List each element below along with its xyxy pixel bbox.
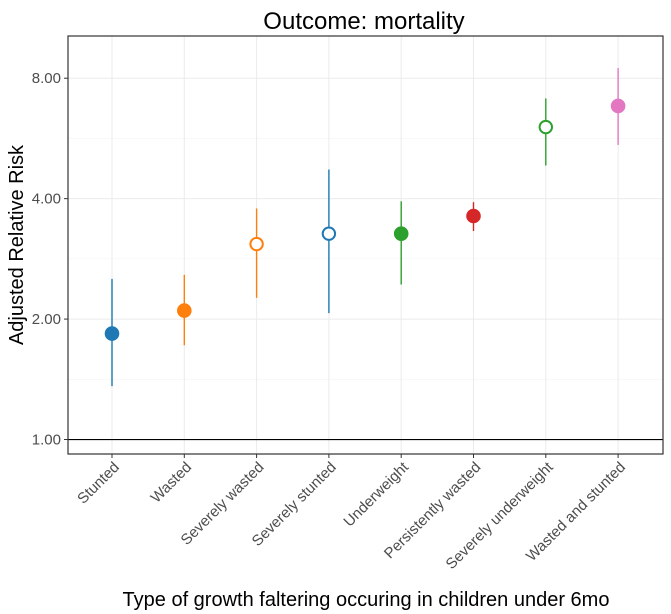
chart-marks	[104, 68, 626, 387]
y-tick-label: 8.00	[32, 70, 61, 87]
point-marker	[610, 98, 626, 114]
x-tick-label: Wasted	[148, 459, 196, 507]
y-tick-label: 1.00	[32, 432, 61, 449]
point-marker	[104, 326, 120, 341]
plot-panel-border	[67, 35, 664, 455]
y-tick-label: 2.00	[32, 311, 61, 328]
point-marker	[538, 119, 553, 135]
chart-title: Outcome: mortality	[263, 8, 464, 35]
y-axis-title: Adjusted Relative Risk	[6, 144, 28, 345]
point-marker	[466, 208, 481, 224]
point-marker	[177, 303, 192, 318]
y-tick-label: 4.00	[32, 191, 61, 208]
y-axis: 1.00 2.00 4.00 8.00	[32, 70, 68, 449]
point-marker	[393, 226, 409, 241]
x-tick-label: Stunted	[74, 459, 123, 508]
x-axis-title: Type of growth faltering occuring in chi…	[123, 589, 610, 611]
grid	[68, 36, 663, 454]
x-tick-label: Underweight	[340, 458, 412, 530]
point-marker	[321, 226, 337, 241]
point-marker	[249, 236, 264, 252]
